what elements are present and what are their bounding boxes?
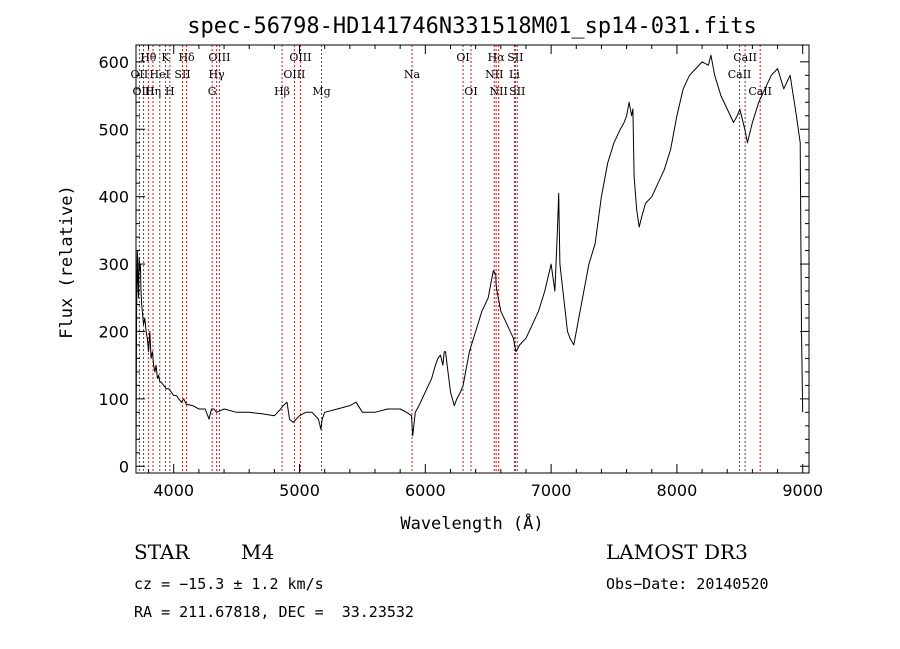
marker-label-3: Hη [145, 85, 161, 98]
x-tick-label-0: 4000 [153, 481, 194, 500]
survey-name: LAMOST DR3 [606, 540, 748, 564]
marker-label-25: CaII [728, 68, 752, 81]
y-tick-label-3: 300 [98, 255, 129, 274]
plot-frame [135, 44, 810, 474]
marker-label-9: OIII [208, 51, 230, 64]
redshift-value: cz = −15.3 ± 1.2 km/s [134, 575, 324, 593]
x-tick-label-1: 5000 [279, 481, 320, 500]
y-tick-label-0: 0 [119, 457, 129, 476]
marker-label-12: Hβ [274, 85, 290, 98]
marker-label-4: HeI [150, 68, 170, 81]
y-axis: 0 100 200 300 400 500 600 [98, 53, 809, 476]
x-tick-label-5: 9000 [782, 481, 823, 500]
spectrum-line-0 [135, 54, 804, 467]
marker-label-20: Hα [488, 51, 506, 64]
y-tick-label-4: 400 [98, 188, 129, 207]
y-tick-label-5: 500 [98, 120, 129, 139]
marker-label-6: SII [174, 68, 190, 81]
y-tick-label-6: 600 [98, 53, 129, 72]
marker-label-19: NII [485, 68, 503, 81]
marker-label-16: Na [404, 68, 421, 81]
coordinates: RA = 211.67818, DEC = 33.23532 [134, 603, 414, 621]
y-tick-label-1: 100 [98, 390, 129, 409]
obs-date: Obs−Date: 20140520 [606, 575, 769, 593]
marker-label-17: OI [456, 51, 469, 64]
marker-label-0: Hθ [140, 51, 157, 64]
marker-label-5: K [161, 51, 170, 64]
spectrum-series [135, 54, 804, 467]
y-axis-label: Flux (relative) [57, 185, 77, 339]
marker-label-11: G [208, 85, 217, 98]
marker-label-27: CaII [748, 85, 772, 98]
x-tick-label-2: 6000 [405, 481, 446, 500]
spectral-line-markers [138, 45, 761, 473]
marker-label-22: Li [509, 68, 520, 81]
object-class: STAR [134, 540, 190, 564]
marker-label-1: OII [131, 68, 149, 81]
marker-label-26: CaII [733, 51, 757, 64]
marker-label-8: Hδ [178, 51, 195, 64]
x-axis: 4000 5000 6000 7000 8000 9000 [148, 45, 823, 500]
marker-label-13: OIII [283, 68, 305, 81]
marker-label-23: SII [507, 51, 523, 64]
marker-label-14: OIII [289, 51, 311, 64]
y-tick-label-2: 200 [98, 322, 129, 341]
marker-label-2: OIII [133, 85, 155, 98]
chart-title: spec-56798-HD141746N331518M01_sp14-031.f… [187, 14, 757, 39]
object-subclass: M4 [241, 540, 275, 564]
marker-label-24: SII [509, 85, 525, 98]
x-axis-label: Wavelength (Å) [400, 512, 543, 534]
marker-label-10: Hγ [209, 68, 226, 81]
marker-label-7: H [165, 85, 175, 98]
marker-label-18: OI [464, 85, 477, 98]
x-tick-label-3: 7000 [531, 481, 572, 500]
x-tick-label-4: 8000 [657, 481, 698, 500]
marker-label-15: Mg [312, 85, 330, 98]
marker-label-21: NII [490, 85, 508, 98]
